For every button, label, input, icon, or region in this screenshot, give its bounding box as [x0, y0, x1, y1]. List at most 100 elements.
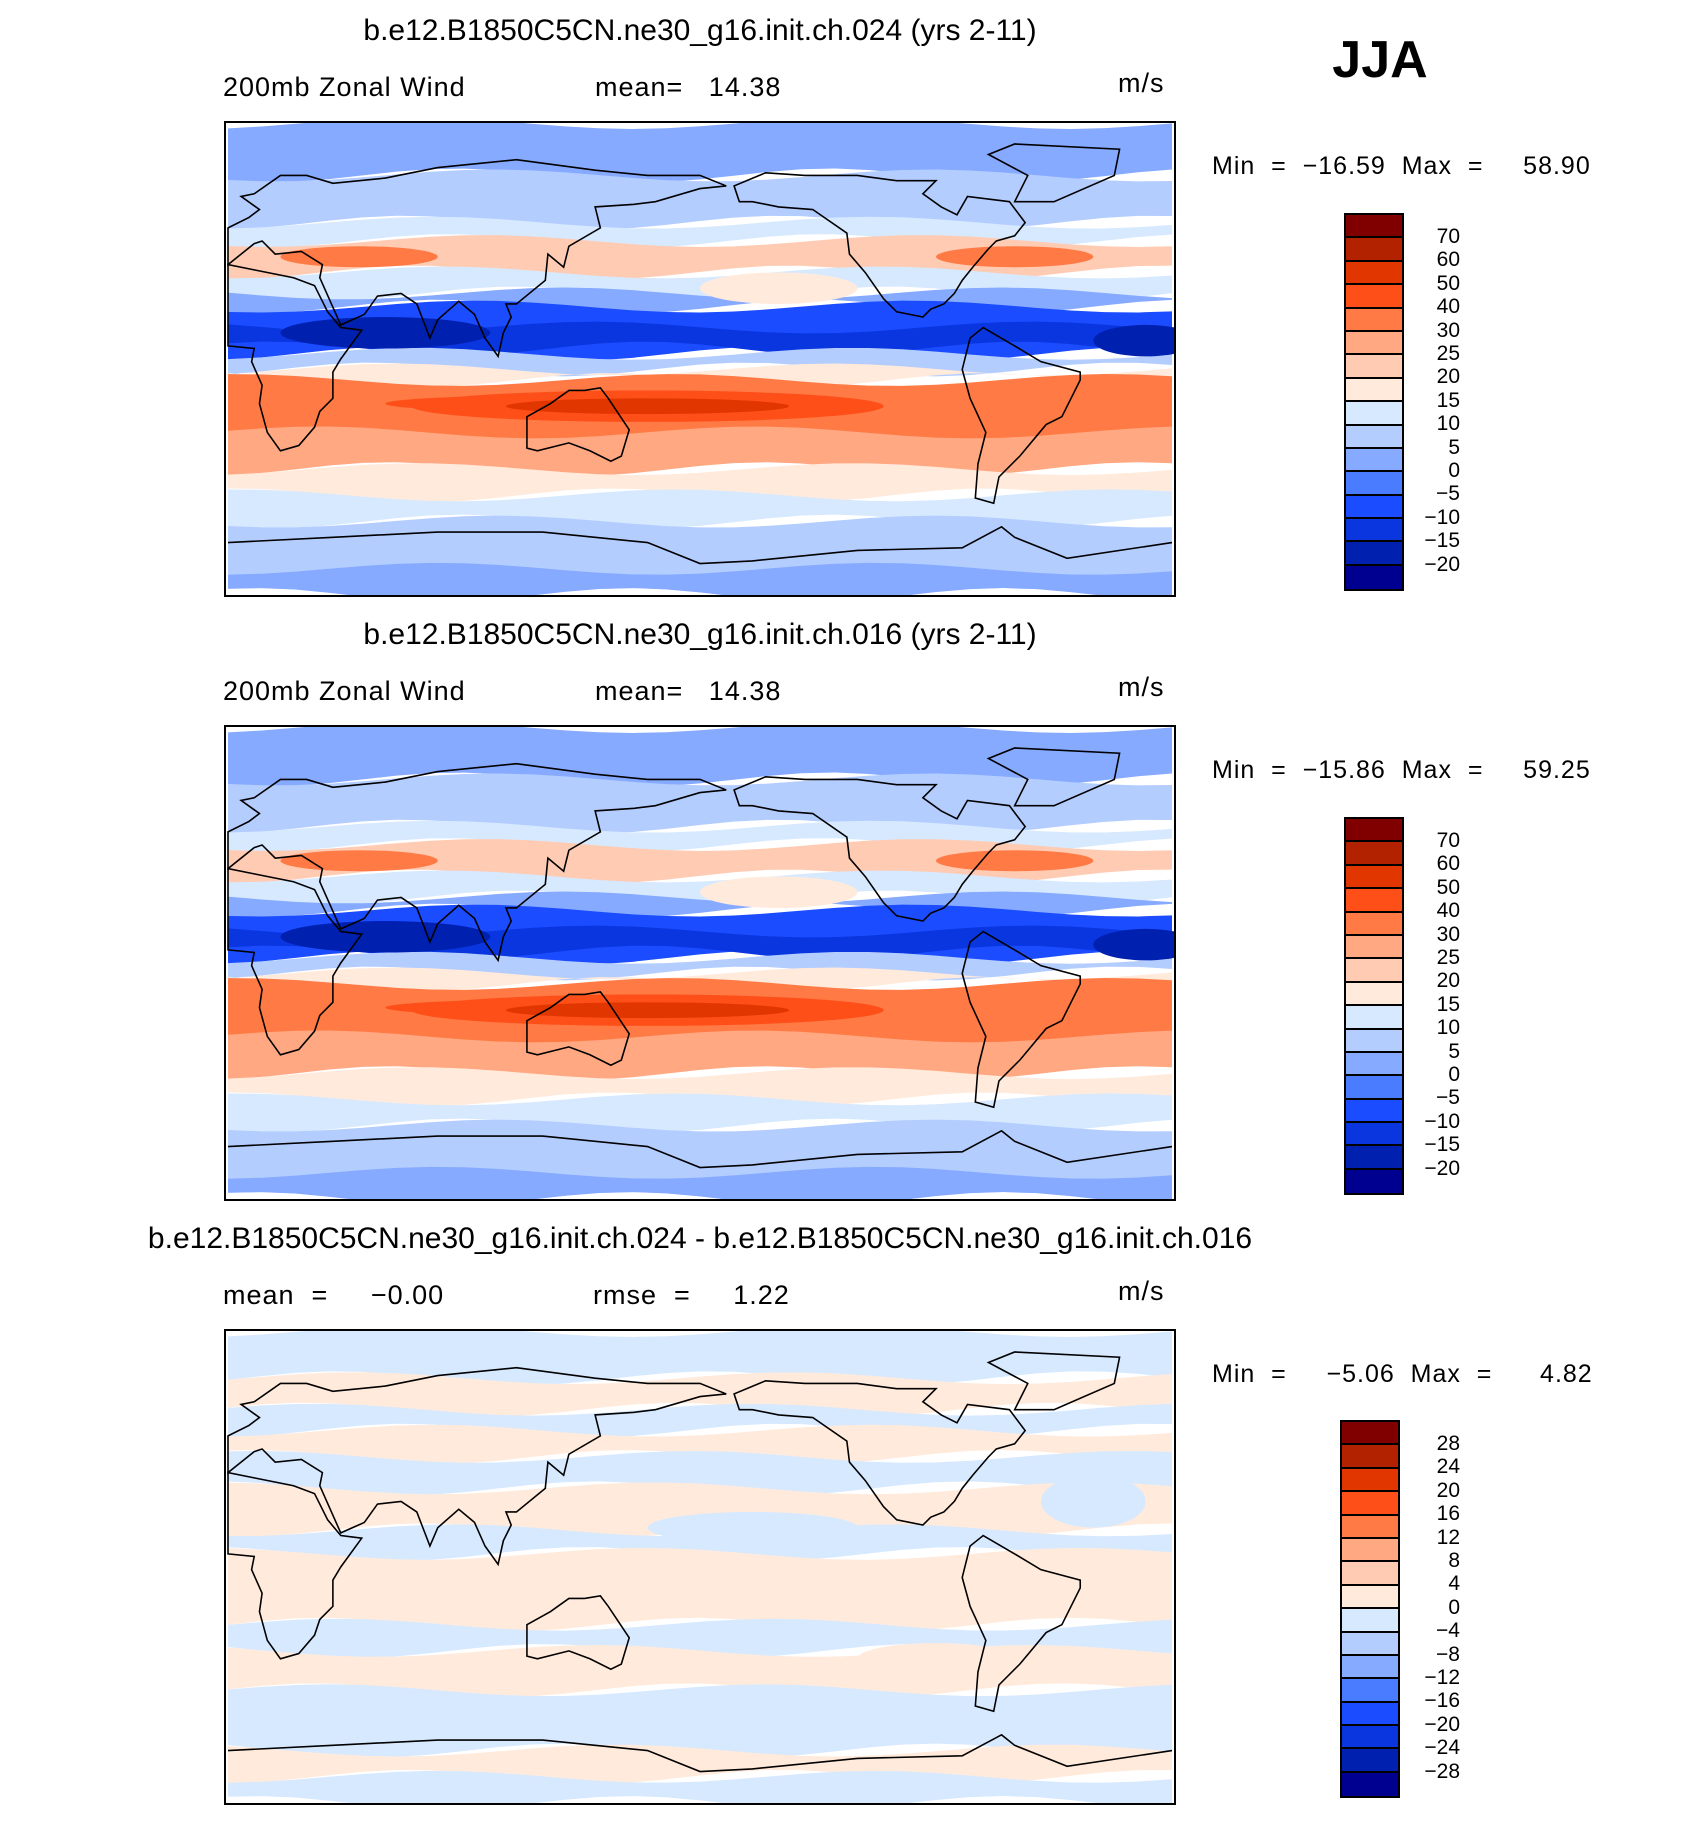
- colorbar-tick-label: −15: [1424, 1133, 1460, 1157]
- contour-band: [228, 1547, 1172, 1632]
- colorbar-tick-label: −5: [1436, 1086, 1460, 1110]
- colorbar-swatch: [1346, 959, 1402, 983]
- contour-band: [228, 1770, 1172, 1803]
- panel-stat: mean= 14.38: [595, 676, 782, 706]
- colorbar-tick-label: 50: [1436, 875, 1460, 899]
- colorbar-tick-label: 70: [1436, 225, 1460, 248]
- panel-units: m/s: [1118, 672, 1165, 702]
- colorbar-tick-label: −24: [1424, 1736, 1460, 1760]
- colorbar-tick-label: −20: [1424, 552, 1460, 576]
- colorbar-swatch: [1346, 1006, 1402, 1030]
- colorbar-tick-label: 40: [1436, 295, 1460, 319]
- season-label: JJA: [1332, 31, 1428, 89]
- colorbar-swatch: [1342, 1679, 1398, 1703]
- colorbar-tick-label: −20: [1424, 1712, 1460, 1736]
- coastline-africa: [227, 867, 364, 1056]
- colorbar-tick-label: −10: [1424, 505, 1460, 529]
- contour-core: [505, 1002, 790, 1019]
- panel-title: b.e12.B1850C5CN.ne30_g16.init.ch.024 - b…: [147, 1222, 1253, 1255]
- contour-band: [228, 266, 1172, 301]
- colorbar-tick-label: 30: [1436, 318, 1460, 342]
- colorbar-tick-label: −15: [1424, 529, 1460, 553]
- colorbar-tick-label: −8: [1436, 1642, 1460, 1666]
- colorbar-tick-label: 60: [1436, 852, 1460, 876]
- contour-band: [228, 1166, 1172, 1199]
- contour-map-1: [224, 121, 1176, 597]
- colorbar-swatch: [1342, 1655, 1398, 1680]
- colorbar-swatch: [1346, 355, 1402, 379]
- colorbar-swatch: [1346, 819, 1402, 843]
- colorbar-swatch: [1342, 1492, 1398, 1516]
- contour-band: [228, 463, 1172, 503]
- colorbar-tick-label: 25: [1436, 946, 1460, 969]
- colorbar-tick-label: 50: [1436, 271, 1460, 295]
- colorbar: [1344, 213, 1404, 592]
- panel-minmax: Min = −5.06 Max = 4.82: [1212, 1360, 1593, 1388]
- contour-band: [228, 727, 1172, 787]
- contour-band: [228, 1372, 1172, 1417]
- colorbar-swatch: [1346, 215, 1402, 239]
- contour-band: [228, 1067, 1172, 1107]
- colorbar-tick-label: 40: [1436, 899, 1460, 923]
- colorbar-tick-label: 25: [1436, 342, 1460, 365]
- colorbar-swatch: [1346, 1052, 1402, 1077]
- panel-title: b.e12.B1850C5CN.ne30_g16.init.ch.016 (yr…: [363, 618, 1037, 651]
- colorbar-tick-label: 20: [1436, 1478, 1460, 1502]
- colorbar-tick-label: −20: [1424, 1156, 1460, 1180]
- colorbar-swatch: [1346, 425, 1402, 449]
- coastline-samerica: [961, 930, 1082, 1109]
- contour-core: [505, 398, 790, 415]
- colorbar-tick-label: 70: [1436, 829, 1460, 852]
- colorbar-tick-label: 20: [1436, 969, 1460, 993]
- coastline-namerica: [733, 1380, 1027, 1526]
- contour-blob: [280, 246, 438, 268]
- colorbar-tick-label: 12: [1436, 1525, 1460, 1549]
- colorbar-tick-label: −5: [1436, 482, 1460, 506]
- colorbar-swatch: [1346, 519, 1402, 543]
- contour-band: [228, 1424, 1172, 1464]
- contour-blob: [700, 272, 858, 304]
- coastline-eurasia: [227, 1366, 727, 1567]
- colorbar-swatch: [1346, 1099, 1402, 1124]
- colorbar-tick-label: 30: [1436, 922, 1460, 946]
- colorbar-swatch: [1346, 565, 1402, 590]
- colorbar: [1344, 817, 1404, 1196]
- colorbar-swatch: [1342, 1585, 1398, 1610]
- contour-band: [228, 1030, 1172, 1080]
- contour-band: [228, 1684, 1172, 1758]
- colorbar-swatch: [1346, 935, 1402, 960]
- contour-blob: [1093, 928, 1174, 961]
- colorbar-swatch: [1342, 1702, 1398, 1727]
- coastline-samerica: [961, 1534, 1082, 1713]
- contour-band: [228, 773, 1172, 834]
- panel-minmax: Min = −16.59 Max = 58.90: [1212, 152, 1591, 180]
- colorbar-swatch: [1346, 1146, 1402, 1170]
- contour-blob: [1040, 1475, 1146, 1528]
- colorbar-swatch: [1346, 331, 1402, 356]
- colorbar-swatch: [1346, 495, 1402, 520]
- colorbar-tick-label: 16: [1436, 1502, 1460, 1526]
- contour-band: [228, 426, 1172, 476]
- colorbar-tick-label: −10: [1424, 1109, 1460, 1133]
- contour-band: [228, 169, 1172, 230]
- coastline-antarctica: [227, 1129, 1173, 1169]
- contour-band: [228, 1331, 1172, 1386]
- coastline-greenland: [986, 747, 1121, 807]
- colorbar-tick-label: 0: [1448, 459, 1460, 482]
- coastline-africa: [227, 263, 364, 452]
- contour-map-3: [224, 1329, 1176, 1805]
- coastline-australia: [526, 1594, 631, 1671]
- coastline-australia: [526, 386, 631, 463]
- contour-band: [228, 870, 1172, 905]
- colorbar-tick-label: 10: [1436, 412, 1460, 436]
- contour-band: [228, 1524, 1172, 1561]
- contour-band: [228, 1450, 1172, 1496]
- coastline-antarctica: [227, 1733, 1173, 1773]
- coastline-greenland: [986, 1351, 1121, 1411]
- panel-units: m/s: [1118, 1276, 1165, 1306]
- colorbar-swatch: [1346, 1076, 1402, 1100]
- colorbar-tick-label: 5: [1448, 1039, 1460, 1063]
- colorbar-tick-label: 60: [1436, 248, 1460, 272]
- panel-minmax: Min = −15.86 Max = 59.25: [1212, 756, 1591, 784]
- colorbar-swatch: [1346, 378, 1402, 403]
